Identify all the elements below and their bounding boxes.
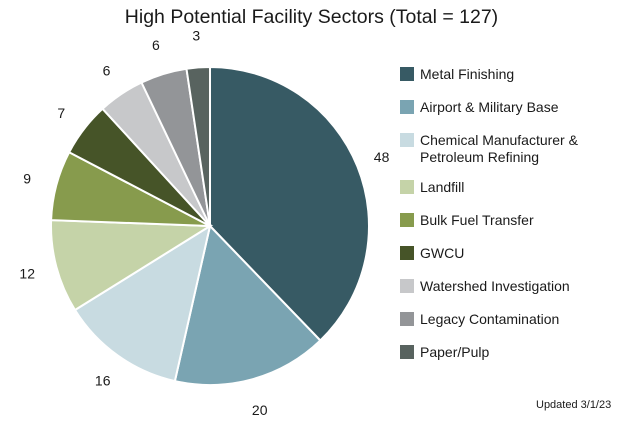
legend-swatch-metal-finishing [400, 67, 414, 81]
legend-label: Landfill [420, 179, 465, 195]
legend-swatch-legacy [400, 312, 414, 326]
legend-item: GWCU [400, 245, 464, 262]
legend-label: Airport & Military Base [420, 99, 559, 115]
legend-label: Bulk Fuel Transfer [420, 212, 534, 228]
data-label: 6 [103, 63, 111, 79]
legend-swatch-chemical-petroleum [400, 133, 414, 147]
legend-item: Landfill [400, 179, 464, 196]
pie-slices [50, 65, 370, 386]
data-label: 6 [152, 37, 160, 53]
legend-item: Bulk Fuel Transfer [400, 212, 534, 229]
chart-title: High Potential Facility Sectors (Total =… [124, 6, 499, 28]
legend-label: Metal Finishing [420, 66, 515, 82]
pie-slice [173, 223, 322, 386]
legend-label: Chemical Manufacturer & Petroleum Refini… [420, 132, 578, 165]
legend-item: Airport & Military Base [400, 99, 558, 116]
data-label: 7 [57, 105, 65, 121]
legend-item: Watershed Investigation [400, 278, 570, 295]
data-label: 16 [95, 373, 111, 389]
legend-label: Watershed Investigation [420, 278, 570, 294]
legend-item: Metal Finishing [400, 66, 514, 83]
legend-swatch-airport-military [400, 100, 414, 114]
data-label: 9 [23, 171, 31, 187]
data-labels: 48 20 16 12 9 7 6 6 3 [19, 28, 389, 419]
data-label: 12 [19, 266, 35, 282]
legend-swatch-paper-pulp [400, 345, 414, 359]
legend-label: Paper/Pulp [420, 344, 490, 360]
pie-slice [73, 223, 212, 383]
legend-swatch-gwcu [400, 246, 414, 260]
data-label: 48 [374, 149, 390, 165]
legend-label: Legacy Contamination [420, 311, 560, 327]
pie-slice [209, 65, 370, 342]
legend-swatch-landfill [400, 180, 414, 194]
data-label: 20 [252, 402, 268, 418]
updated-note: Updated 3/1/23 [536, 399, 612, 411]
legend-swatch-bulk-fuel [400, 213, 414, 227]
data-label: 3 [192, 28, 200, 44]
pie-slice [185, 65, 211, 227]
pie-slice [50, 219, 214, 312]
legend-item: Paper/Pulp [400, 344, 489, 361]
legend-item: Legacy Contamination [400, 311, 559, 328]
legend-item: Chemical Manufacturer & Petroleum Refini… [400, 132, 605, 166]
legend-swatch-watershed [400, 279, 414, 293]
legend-label: GWCU [420, 245, 465, 261]
